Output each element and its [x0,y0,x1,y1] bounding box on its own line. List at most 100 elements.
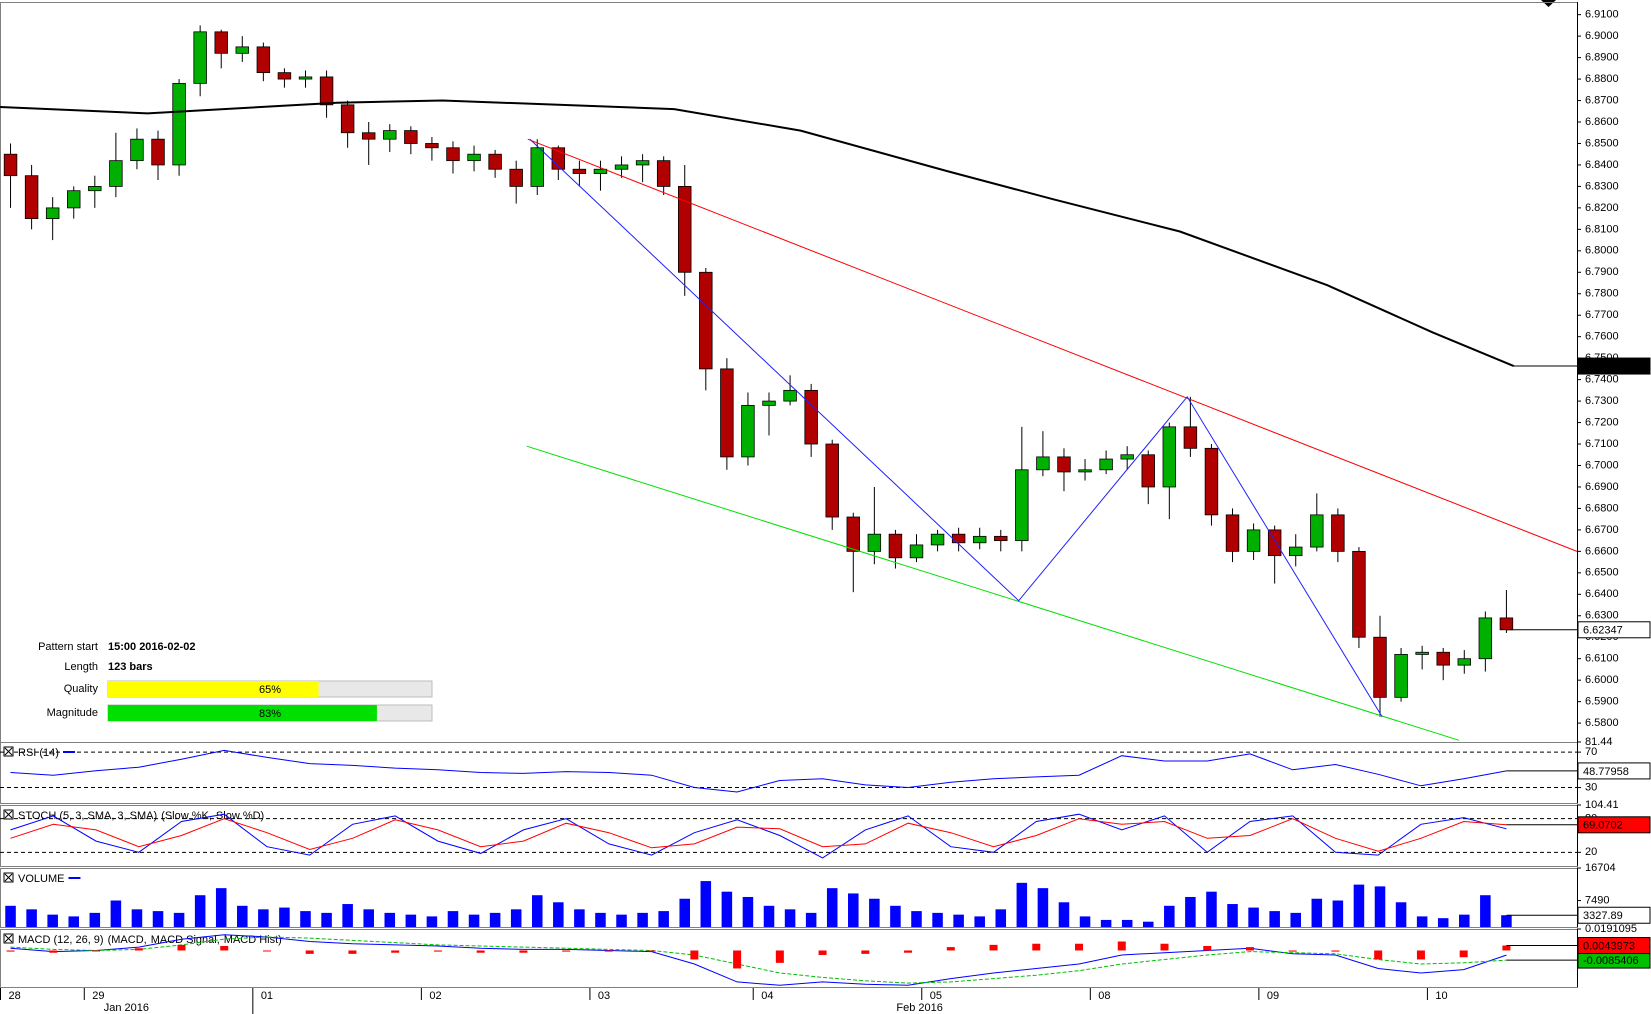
volume-bar [215,888,227,927]
x-tick-label: 10 [1435,990,1447,1002]
volume-bar [194,895,206,927]
hist-bar [1331,950,1340,952]
legend-entry: MACD Hist) [224,934,282,946]
volume-bar [152,911,164,927]
hist-bar [1032,943,1041,951]
volume-bar [321,912,332,927]
volume-bar [510,909,522,927]
hist-bar [1416,950,1425,960]
hist-bar [134,948,143,951]
hist-bar [476,950,485,953]
volume-bar [531,895,543,927]
candle-body [214,31,228,54]
menu-arrow[interactable] [1541,0,1556,7]
candle-body [530,147,544,187]
legend-toggle-x [4,747,13,756]
candle-body [235,46,250,54]
hist-bar [305,950,314,954]
candle-body [762,400,776,406]
candle-body [1036,456,1050,471]
candle-body [1204,447,1219,516]
volume-bar [131,909,143,927]
hist-bar [1502,945,1511,951]
volume-bar [700,881,712,927]
y-tick-label: 6.9000 [1585,30,1619,42]
candle-body [593,168,608,174]
y-tick-label: 6.7400 [1585,374,1619,386]
candle-body [994,535,1008,542]
volume-bar [1248,907,1259,927]
volume-bar [489,912,501,927]
current-value-label: 6.74632 [1583,361,1623,373]
candle-body [277,72,292,80]
y-tick-label: 20 [1585,846,1597,858]
legend-entry: Slow %D) [216,810,264,822]
candle-body [425,143,439,149]
volume-bar [1501,915,1512,927]
candle-body [509,168,523,187]
legend: MACD (12, 26, 9) (MACD, MACD Signal, MACD H… [3,933,282,946]
candle-body [1015,469,1029,542]
y-tick-label: 6.6700 [1585,524,1619,536]
y-tick-label: 6.8500 [1585,137,1619,149]
candle-body [1415,651,1429,655]
x-major-label: Jan 2016 [104,1002,149,1014]
volume-bar [826,888,838,927]
candle-body [1246,529,1261,552]
pane-title: VOLUME [18,873,64,885]
y-tick-label: 6.8100 [1585,223,1619,235]
candle-body [1457,658,1472,666]
legend-toggle-x [4,873,13,882]
candle-body [951,533,966,544]
volume-bar [426,916,438,927]
y-tick-label: 6.6400 [1585,588,1619,600]
volume-bar [258,909,269,927]
current-value-label: 3327.89 [1583,910,1623,922]
y-tick-label: 6.8800 [1585,73,1619,85]
hist-bar [348,950,357,954]
indicator-line [10,936,1507,984]
hist-bar [92,950,101,952]
candle-body [825,443,839,518]
y-tick-label: 6.8900 [1585,52,1619,64]
overlay-line [527,138,1578,552]
volume-bar [1121,919,1133,927]
volume-bar [1311,898,1323,927]
volume-bar [679,898,691,927]
hist-bar [647,950,656,952]
hist-bar [818,950,827,955]
hist-bar [519,950,528,953]
candle-body [1331,514,1345,552]
hist-bar [733,950,742,969]
candle-body [24,175,39,220]
pane-title: STOCH (5, 3, SMA, 3, SMA) [18,810,157,822]
current-value-label: 0.0043973 [1583,940,1635,952]
candle-body [3,153,18,177]
candle-body [1267,529,1282,557]
candle-body [1373,636,1387,698]
y-tick-label: 6.8700 [1585,94,1619,106]
volume-bar [1079,916,1091,927]
volume-bar [1269,911,1280,927]
candle-body [1225,514,1240,552]
volume-bar [932,912,943,927]
volume-bar [1164,905,1175,927]
candle-body [551,147,566,170]
candle-body [1436,651,1450,666]
y-tick-label: 6.5900 [1585,696,1619,708]
y-tick-label: 6.6900 [1585,481,1619,493]
volume-bar [279,907,290,927]
hist-bar [433,950,442,952]
volume-bar [1290,912,1301,927]
indicator-line [10,818,1507,852]
current-value-box [1577,621,1651,639]
x-tick-label: 03 [598,990,610,1002]
y-tick-label: 6.6600 [1585,545,1619,557]
candle-body [361,132,376,140]
candle-body [1499,617,1514,631]
candle-body [319,76,334,106]
candle-body [1120,454,1134,460]
volume-bar [384,912,396,927]
candle-body [867,533,882,552]
candle-body [909,544,924,559]
